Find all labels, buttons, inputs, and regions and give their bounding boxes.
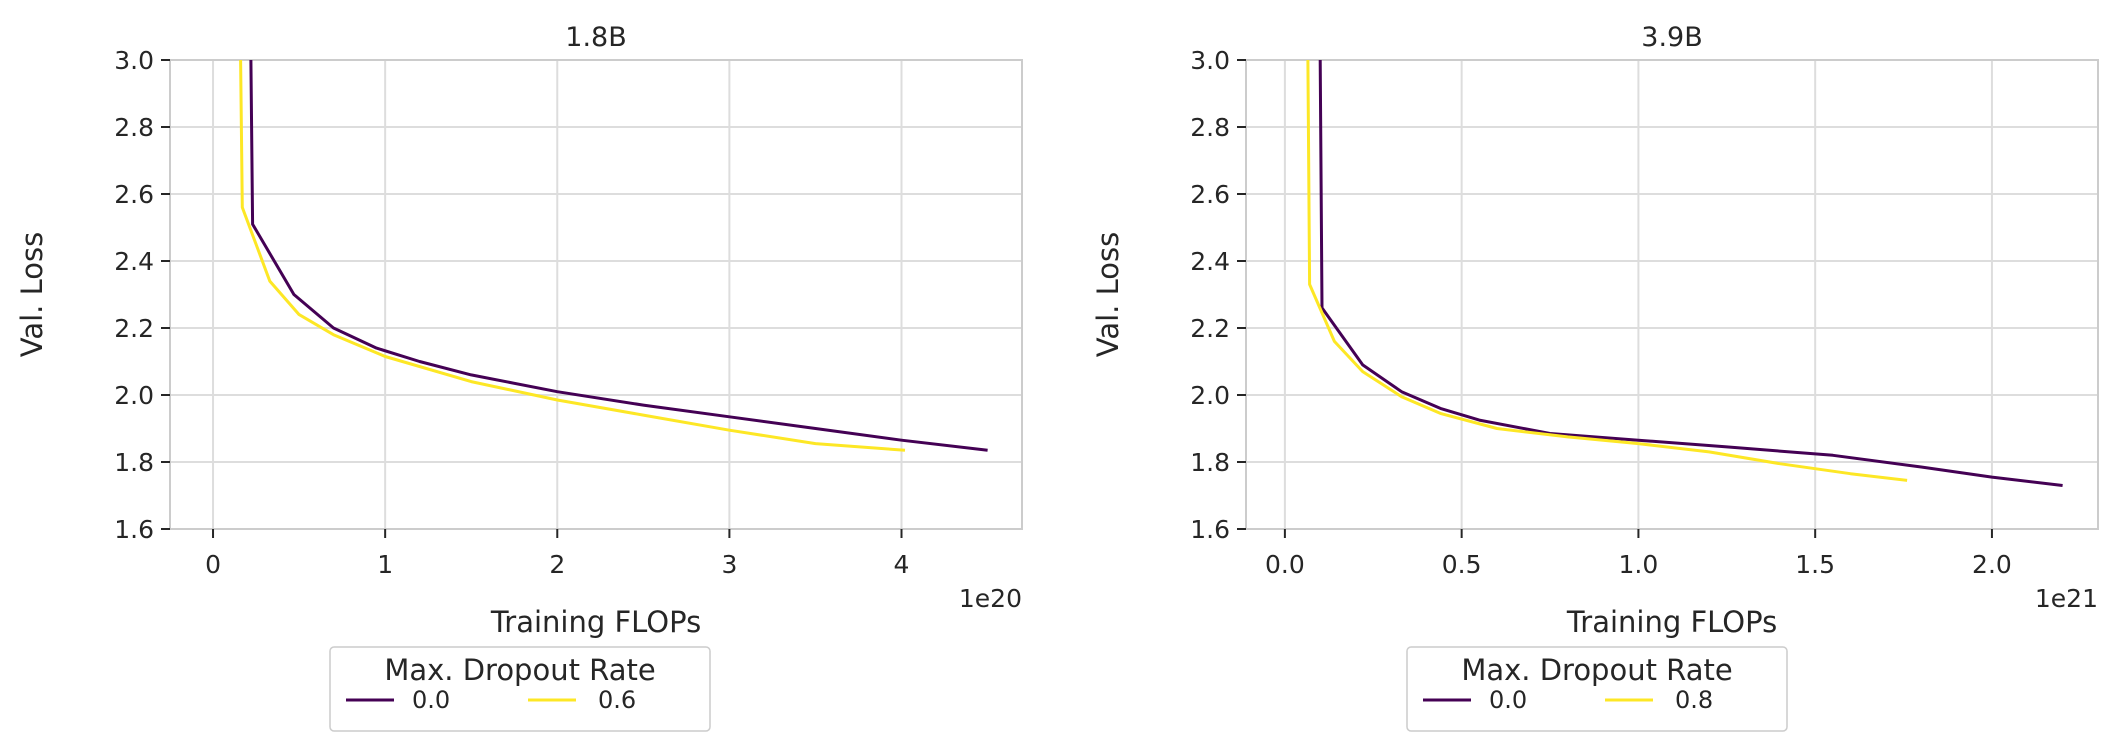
legend-label-0p0: 0.0 <box>1489 686 1527 714</box>
x-tick-label: 2.0 <box>1972 550 2012 579</box>
x-tick-label: 1 <box>377 550 393 579</box>
legend-label-0p6: 0.6 <box>598 686 636 714</box>
legend-box <box>329 646 711 732</box>
legend-label-0p0: 0.0 <box>412 686 450 714</box>
y-tick-label: 2.6 <box>114 180 154 209</box>
chart-title: 1.8B <box>565 22 626 53</box>
series-line-0p0 <box>249 60 988 452</box>
x-axis-offset-label: 1e20 <box>959 584 1022 613</box>
y-axis-label: Val. Loss <box>1091 232 1125 357</box>
x-axis-label: Training FLOPs <box>490 605 701 639</box>
x-tick-label: 2 <box>549 550 565 579</box>
legend-box <box>1406 646 1788 732</box>
y-tick-label: 2.2 <box>1190 314 1230 343</box>
x-axis-offset-label: 1e21 <box>2035 584 2098 613</box>
y-tick-label: 1.6 <box>1190 515 1230 544</box>
series-line-0p8 <box>1306 60 1908 482</box>
y-tick-label: 2.4 <box>1190 247 1230 276</box>
x-tick-label: 4 <box>894 550 910 579</box>
legend: Max. Dropout Rate 0.0 0.8 <box>1406 646 1788 732</box>
series-line-0p0 <box>1318 60 2063 487</box>
y-tick-label: 2.0 <box>114 381 154 410</box>
x-tick-label: 0.5 <box>1442 550 1482 579</box>
y-tick-label: 1.6 <box>114 515 154 544</box>
legend: Max. Dropout Rate 0.0 0.6 <box>329 646 711 732</box>
y-tick-label: 1.8 <box>1190 448 1230 477</box>
x-tick-label: 0.0 <box>1265 550 1305 579</box>
chart-panel-3p9b: 0.0 0.5 1.0 1.5 2.01.61.82.02.22.42.62.83.0 … <box>1091 22 2099 732</box>
plot-frame <box>1245 59 2099 530</box>
y-tick-label: 2.4 <box>114 247 154 276</box>
series-line-0p6 <box>239 60 906 452</box>
y-tick-label: 3.0 <box>1190 46 1230 75</box>
chart-panel-1p8b: 0 1 2 3 4 1.6 1.8 2.0 2.2 2.4 2.6 2.8 3.0 1.8B Train… <box>15 22 1023 732</box>
y-tick-label: 2.8 <box>114 113 154 142</box>
y-tick-label: 2.0 <box>1190 381 1230 410</box>
y-axis-label: Val. Loss <box>15 232 49 357</box>
x-tick-label: 3 <box>721 550 737 579</box>
y-tick-label: 2.8 <box>1190 113 1230 142</box>
y-tick-label: 2.6 <box>1190 180 1230 209</box>
chart-title: 3.9B <box>1641 22 1702 53</box>
x-tick-label: 0 <box>205 550 221 579</box>
y-tick-label: 2.2 <box>114 314 154 343</box>
legend-title: Max. Dropout Rate <box>1461 653 1732 687</box>
x-tick-label: 1.5 <box>1795 550 1835 579</box>
y-tick-label: 1.8 <box>114 448 154 477</box>
legend-title: Max. Dropout Rate <box>384 653 655 687</box>
y-tick-label: 3.0 <box>114 46 154 75</box>
legend-label-0p8: 0.8 <box>1675 686 1713 714</box>
plot-frame <box>169 59 1023 530</box>
x-axis-label: Training FLOPs <box>1566 605 1777 639</box>
x-tick-label: 1.0 <box>1619 550 1659 579</box>
